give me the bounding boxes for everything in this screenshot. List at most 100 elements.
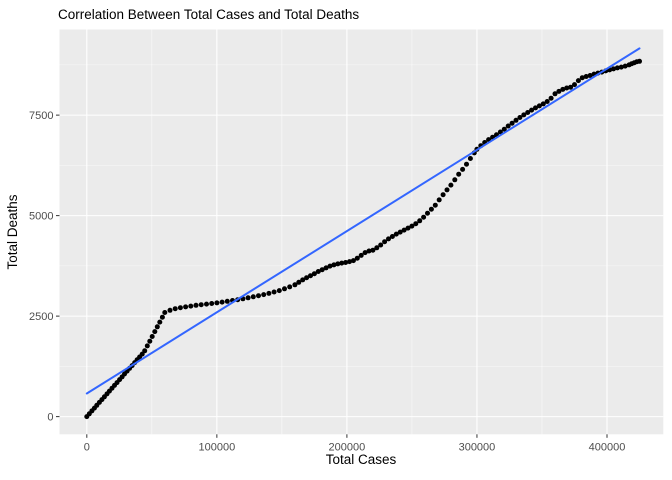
data-point (618, 64, 624, 70)
data-point (460, 166, 466, 172)
data-point (568, 84, 574, 90)
data-point (172, 306, 178, 312)
data-point (142, 348, 148, 354)
data-point (152, 329, 158, 335)
data-point (444, 187, 450, 193)
data-point (436, 197, 442, 203)
data-point (440, 192, 446, 198)
data-point (432, 202, 438, 208)
data-point (276, 288, 282, 294)
data-point (560, 86, 566, 92)
chart-title: Correlation Between Total Cases and Tota… (58, 7, 359, 22)
data-point (428, 206, 434, 212)
data-point (579, 75, 585, 81)
data-point (204, 301, 209, 307)
y-tick-label: 5000 (29, 211, 53, 223)
data-point (250, 294, 256, 300)
data-point (358, 252, 364, 258)
data-point (587, 73, 593, 78)
y-tick-label: 2500 (29, 311, 53, 323)
data-point (611, 66, 616, 72)
data-point (296, 279, 302, 285)
x-tick-label: 0 (84, 441, 90, 453)
data-point (448, 182, 454, 188)
y-tick-label: 0 (47, 412, 53, 424)
data-point (405, 225, 411, 231)
data-point (456, 171, 462, 177)
data-point (157, 319, 163, 325)
data-point (327, 263, 333, 269)
data-point (315, 269, 321, 274)
data-point (425, 210, 430, 216)
data-point (245, 295, 251, 301)
data-point (339, 260, 345, 266)
data-point (319, 267, 325, 273)
data-point (548, 95, 554, 101)
data-point (556, 88, 562, 94)
data-point (374, 245, 380, 251)
data-point (354, 255, 360, 261)
smooth-line (85, 47, 641, 395)
data-point (637, 58, 642, 64)
data-point (564, 85, 570, 91)
data-point (162, 310, 168, 315)
data-point (509, 120, 515, 126)
data-point (159, 314, 165, 320)
data-point (350, 258, 356, 264)
data-point (335, 261, 341, 267)
data-point (214, 300, 220, 306)
data-point (525, 110, 531, 115)
x-tick-label: 100000 (198, 441, 235, 453)
data-point (311, 271, 317, 277)
data-point (467, 156, 473, 161)
data-point (529, 107, 535, 113)
data-series (84, 47, 642, 420)
data-point (261, 292, 267, 298)
data-point (533, 105, 538, 111)
data-point (193, 302, 199, 308)
data-point (167, 307, 173, 313)
x-tick-label: 300000 (459, 441, 496, 453)
data-point (183, 304, 189, 310)
data-point (198, 302, 204, 308)
data-point (622, 63, 628, 69)
data-point (308, 273, 313, 279)
data-point (417, 218, 423, 224)
data-point (347, 259, 352, 265)
data-point (271, 289, 277, 295)
data-point (397, 229, 403, 235)
data-point (147, 338, 153, 344)
data-point (144, 343, 150, 349)
axes: 0 100000 200000 300000 400000 0 2500 5000 7500 (29, 110, 625, 453)
data-point (401, 227, 407, 233)
data-point (287, 284, 293, 290)
data-point (304, 275, 310, 281)
data-point (452, 177, 458, 183)
data-point (413, 221, 419, 227)
data-point (209, 301, 215, 306)
data-point (282, 286, 287, 292)
y-tick-label: 7500 (29, 110, 53, 122)
data-point (544, 99, 550, 104)
data-point (540, 101, 546, 107)
data-point (331, 262, 337, 268)
data-point (370, 247, 376, 253)
data-point (219, 299, 225, 305)
data-point (323, 265, 329, 271)
data-point (362, 250, 368, 256)
data-point (464, 161, 469, 167)
data-point (421, 214, 427, 220)
data-point (614, 65, 620, 71)
data-point (521, 112, 527, 118)
data-point (501, 126, 507, 132)
data-point (378, 242, 384, 248)
x-tick-label: 200000 (329, 441, 366, 453)
x-tick-label: 400000 (589, 441, 626, 453)
data-point (583, 74, 589, 79)
data-point (386, 236, 391, 242)
data-point (300, 277, 306, 283)
data-point (536, 103, 542, 109)
data-point (393, 231, 399, 237)
